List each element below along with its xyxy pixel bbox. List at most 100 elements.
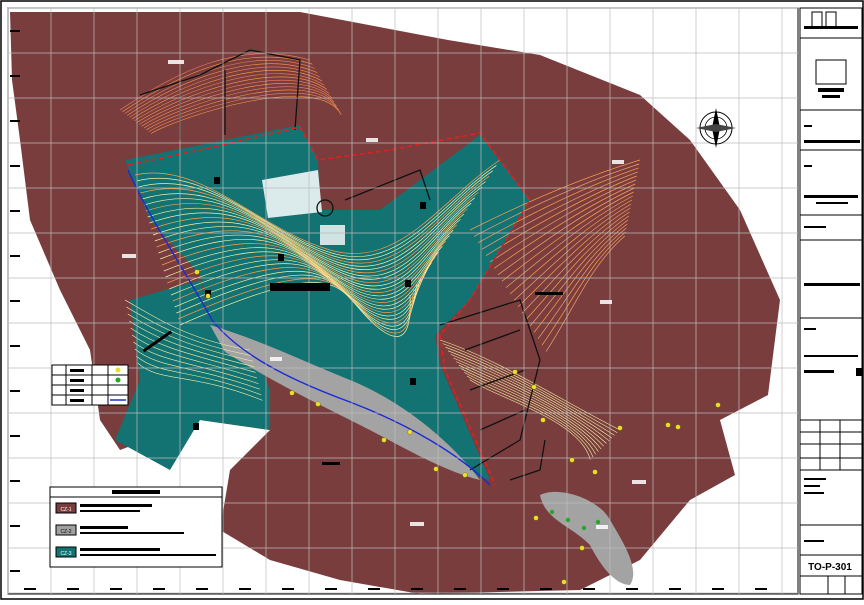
grid-coordinate-tick <box>10 480 20 482</box>
contour-line <box>138 170 493 261</box>
grid-coordinate-tick <box>10 345 20 347</box>
contour-line <box>456 361 605 447</box>
sign-marker-icon <box>540 417 546 423</box>
contour-line <box>127 63 318 116</box>
grid-coordinate-tick <box>583 588 595 590</box>
grid-coordinate-tick <box>10 165 20 167</box>
contour-line <box>160 235 450 300</box>
sign-marker-icon <box>579 545 585 551</box>
grid-coordinate-tick <box>24 588 36 590</box>
contour-line <box>461 368 599 452</box>
contour-line <box>149 202 472 280</box>
contour-line <box>485 175 637 256</box>
tree-marker-icon <box>549 509 555 515</box>
grid-coordinate-tick <box>755 588 767 590</box>
contour-line <box>152 213 465 287</box>
sign-marker-icon <box>512 369 518 375</box>
contour-line <box>151 96 342 134</box>
contour-line <box>151 208 468 284</box>
sign-marker-icon <box>592 469 598 475</box>
contour-line <box>119 53 311 111</box>
site-boundary <box>127 126 531 486</box>
contour-line <box>477 167 639 244</box>
grid-coordinate-tick <box>325 588 337 590</box>
sign-marker-icon <box>665 422 671 428</box>
contour-line <box>442 343 618 433</box>
north-arrow-icon <box>696 108 736 148</box>
zone-tags <box>122 60 646 529</box>
grid-coordinate-tick <box>239 588 251 590</box>
symbol-table <box>51 364 129 406</box>
contour-line <box>176 274 418 330</box>
sign-marker-icon <box>462 472 468 478</box>
grid-coordinate-tick <box>67 588 79 590</box>
contour-line <box>124 299 251 351</box>
grid-coordinate-tick <box>282 588 294 590</box>
contour-line <box>143 186 483 271</box>
title-block: TO-P-301 <box>799 7 863 595</box>
contour-lines <box>119 53 641 460</box>
survey-markers <box>194 269 721 585</box>
contour-line <box>481 171 638 250</box>
zone-legend: CZ-1 CZ-2 CZ-3 <box>49 486 223 568</box>
contour-line <box>136 165 497 258</box>
grid-coordinate-tick <box>10 390 20 392</box>
contour-line <box>501 191 634 282</box>
legend-zone-3-code: CZ-3 <box>60 551 71 557</box>
grid-coordinate-tick <box>540 588 552 590</box>
contour-line <box>163 246 443 307</box>
contour-line <box>158 229 454 297</box>
grid-coordinate-tick <box>10 30 20 32</box>
grid-coordinate-tick <box>10 570 20 572</box>
contour-line <box>147 197 476 277</box>
contour-line <box>137 362 263 401</box>
contour-line <box>134 159 501 254</box>
contour-line <box>156 224 458 293</box>
contour-line <box>136 355 262 396</box>
contour-line <box>464 372 596 455</box>
grid-coordinate-tick <box>153 588 165 590</box>
contour-line <box>469 379 591 460</box>
sign-marker-icon <box>561 579 567 585</box>
grid-coordinates <box>10 30 767 590</box>
building-pocket-2 <box>320 225 345 245</box>
grid-coordinate-tick <box>497 588 509 590</box>
contour-line <box>139 79 330 125</box>
contour-line <box>146 89 337 131</box>
contour-line <box>517 207 631 308</box>
contour-line <box>525 215 629 320</box>
legend-zone-2: CZ-2 <box>55 524 184 536</box>
grid-coordinate-tick <box>196 588 208 590</box>
grid-coordinate-tick <box>454 588 466 590</box>
contour-line <box>127 313 253 362</box>
sign-marker-icon <box>433 466 439 472</box>
contour-line <box>148 93 340 132</box>
contour-line <box>130 327 256 373</box>
contour-line <box>140 175 490 264</box>
grid-coordinate-tick <box>669 588 681 590</box>
contour-line <box>497 187 635 276</box>
sign-marker-icon <box>617 425 623 431</box>
contour-line <box>134 348 260 390</box>
contour-line <box>453 357 607 444</box>
sign-marker-icon <box>381 437 387 443</box>
grid-coordinate-tick <box>10 120 20 122</box>
legend-zone-1-code: CZ-1 <box>60 507 71 513</box>
sign-marker-icon <box>569 457 575 463</box>
contour-line <box>154 219 461 290</box>
contour-line <box>466 375 594 458</box>
zone-3-area <box>125 125 530 480</box>
contour-line <box>493 183 636 269</box>
grid-coordinate-tick <box>411 588 423 590</box>
contour-line <box>136 76 327 123</box>
grid-coordinate-tick <box>110 588 122 590</box>
sheet-number: TO-P-301 <box>808 562 852 573</box>
legend-zone-3: CZ-3 <box>55 546 216 558</box>
contour-line <box>541 231 626 346</box>
legend-zone-1: CZ-1 <box>55 502 152 514</box>
contour-line <box>141 83 332 127</box>
grid-coordinate-tick <box>10 435 20 437</box>
grid-coordinate-tick <box>10 75 20 77</box>
legend-zone-2-code: CZ-2 <box>60 529 71 535</box>
